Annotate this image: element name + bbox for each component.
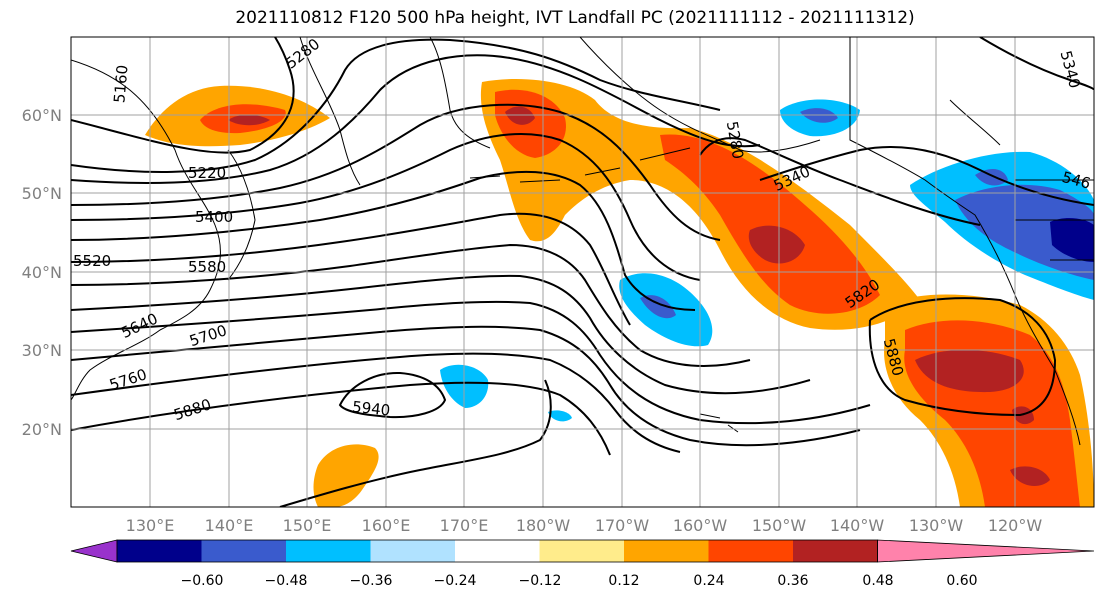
colorbar-segment (286, 540, 371, 562)
contour-label: 5160 (110, 64, 131, 104)
colorbar-frame (116, 539, 878, 563)
colorbar-tick-label: 0.36 (777, 573, 808, 589)
map-title: 2021110812 F120 500 hPa height, IVT Land… (235, 8, 915, 28)
lon-label: 170°W (595, 516, 650, 535)
colorbar-segment (201, 540, 287, 562)
lon-label: 170°E (440, 516, 489, 535)
lon-label: 150°W (752, 516, 807, 535)
colorbar-tick-label: 0.24 (693, 573, 724, 589)
lat-label: 40°N (22, 263, 62, 282)
height-contours (71, 37, 1094, 507)
lon-label: 160°W (673, 516, 728, 535)
colorbar-segment (624, 540, 709, 562)
graticule (71, 37, 1094, 507)
colorbar-tick-label: 0.48 (862, 573, 893, 589)
colorbar-tick-labels: −0.60 −0.48 −0.36 −0.24 −0.12 0.12 0.24 … (181, 573, 978, 589)
contour-label: 5580 (188, 258, 226, 276)
lat-label: 30°N (22, 341, 62, 360)
lat-label: 50°N (22, 184, 62, 203)
colorbar-tick-label: −0.60 (181, 573, 224, 589)
lon-label: 130°E (126, 516, 175, 535)
colorbar-tick-label: −0.48 (265, 573, 308, 589)
contour-label: 5940 (351, 398, 391, 420)
contour-label: 5520 (73, 252, 111, 270)
lat-label: 60°N (22, 106, 62, 125)
lat-label: 20°N (22, 420, 62, 439)
colorbar-tick-label: −0.12 (519, 573, 562, 589)
contour-label: 5220 (188, 164, 226, 182)
colorbar-tick-label: −0.24 (434, 573, 477, 589)
latitude-labels: 60°N 50°N 40°N 30°N 20°N (22, 106, 62, 439)
lon-label: 180°W (516, 516, 571, 535)
contour-label: 5400 (195, 208, 233, 226)
lon-label: 140°E (205, 516, 254, 535)
colorbar-segment (117, 540, 202, 562)
colorbar-segment (70, 539, 118, 563)
map-frame (70, 36, 1095, 508)
colorbar-segments (70, 539, 1095, 563)
lon-label: 150°E (283, 516, 332, 535)
lon-label: 140°W (830, 516, 885, 535)
longitude-labels: 130°E 140°E 150°E 160°E 170°E 180°W 170°… (126, 516, 1043, 535)
lon-label: 130°W (909, 516, 964, 535)
colorbar: −0.60 −0.48 −0.36 −0.24 −0.12 0.12 0.24 … (70, 539, 1095, 589)
colorbar-segment (455, 540, 540, 562)
colorbar-segment (708, 540, 794, 562)
lon-label: 120°W (988, 516, 1043, 535)
colorbar-segment (370, 540, 456, 562)
colorbar-segment (793, 540, 878, 562)
colorbar-tick-label: 0.12 (608, 573, 639, 589)
colorbar-tick-label: 0.60 (946, 573, 977, 589)
lon-label: 160°E (362, 516, 411, 535)
colorbar-tick-label: −0.36 (350, 573, 393, 589)
colorbar-segment (539, 540, 625, 562)
colorbar-segment (877, 539, 1095, 563)
